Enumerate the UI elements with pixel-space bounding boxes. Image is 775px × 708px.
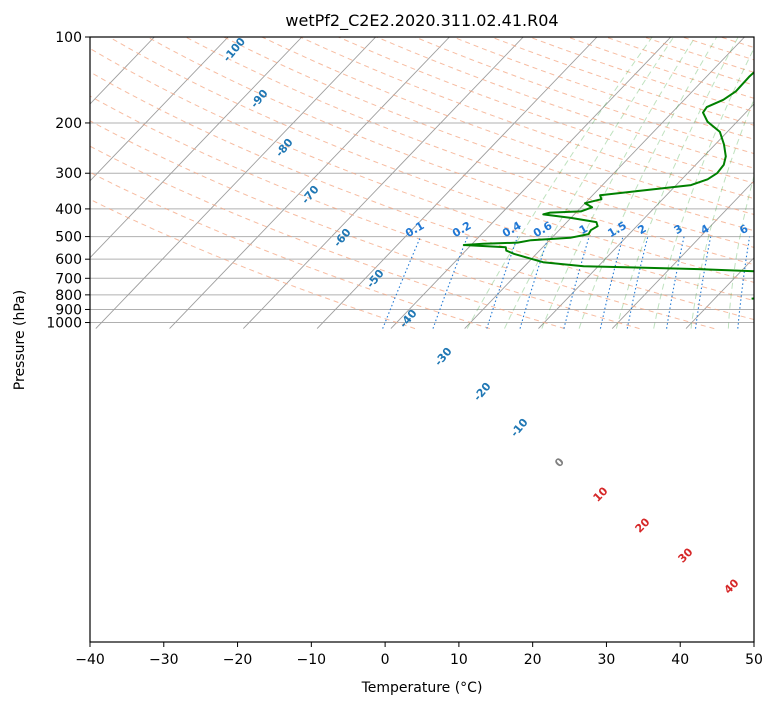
- isotherm-line: [685, 257, 754, 329]
- dry-adiabat-line: [90, 95, 715, 330]
- isotherm-line: [90, 37, 303, 259]
- moist-adiabat-label: 40: [722, 576, 742, 596]
- x-tick-label: 30: [598, 652, 616, 668]
- mixing-ratio-line: [519, 236, 550, 329]
- dry-adiabat-line: [261, 37, 754, 216]
- mixing-ratio-line: [599, 236, 624, 329]
- isotherm-line: [243, 37, 524, 329]
- dry-adiabat-label: -80: [273, 136, 296, 160]
- sounding-traces: [462, 70, 754, 300]
- x-tick-label: −10: [297, 652, 327, 668]
- dry-adiabat-line: [90, 71, 754, 321]
- isotherm-line: [390, 37, 672, 329]
- moist-adiabat-label: 30: [676, 545, 696, 565]
- dry-adiabat-line: [147, 37, 754, 266]
- y-tick-label: 500: [55, 230, 82, 246]
- dry-adiabat-line: [90, 47, 754, 302]
- dry-adiabat-label: -10: [508, 416, 531, 440]
- x-tick-label: 50: [745, 652, 763, 668]
- y-tick-label: 200: [55, 116, 82, 132]
- isotherm-line: [169, 37, 450, 329]
- moist-adiabat-line: [466, 37, 653, 329]
- y-tick-label: 700: [55, 271, 82, 287]
- y-tick-label: 300: [55, 166, 82, 182]
- moist-adiabat-line: [615, 37, 739, 329]
- dry-adiabat-label: -20: [471, 380, 494, 404]
- mixing-ratio-line: [626, 236, 649, 329]
- moist-adiabat-line: [766, 37, 775, 329]
- reference-lines: [90, 37, 775, 330]
- y-axis-label: Pressure (hPa): [12, 290, 28, 390]
- x-axis-label: Temperature (°C): [361, 680, 483, 696]
- y-tick-label: 900: [55, 302, 82, 318]
- chart-title: wetPf2_C2E2.2020.311.02.41.R04: [285, 11, 558, 31]
- isotherm-line: [90, 37, 155, 105]
- y-tick-label: 600: [55, 252, 82, 268]
- dry-adiabat-line: [90, 198, 416, 330]
- x-tick-label: −40: [75, 652, 105, 668]
- dry-adiabat-line: [108, 37, 754, 283]
- x-tick-label: 10: [450, 652, 468, 668]
- isotherm-line: [95, 37, 377, 329]
- dry-adiabat-line: [90, 145, 565, 330]
- mixing-ratio-label: 2: [635, 222, 648, 237]
- dry-adiabat-line: [414, 37, 754, 155]
- dry-adiabat-label: -90: [248, 87, 271, 111]
- dry-adiabat-line: [376, 37, 754, 169]
- moist-adiabat-line: [541, 37, 696, 329]
- dry-adiabat-label: -30: [432, 345, 455, 369]
- mixing-ratio-line: [694, 236, 712, 329]
- moist-adiabat-label: 0: [552, 455, 567, 470]
- mixing-ratio-line: [432, 236, 469, 329]
- reference-line-labels: 0.1 0.2 0.4 0.6 1 1.5 2 3 4 6-100-90-80-70-60-50-…: [220, 35, 750, 597]
- x-tick-label: 40: [671, 652, 689, 668]
- mixing-ratio-line: [769, 237, 775, 329]
- x-tick-label: −30: [149, 652, 179, 668]
- dry-adiabat-line: [605, 37, 754, 86]
- isotherm-line: [760, 37, 775, 329]
- plot-frame: [89, 36, 755, 643]
- dry-adiabat-line: [720, 37, 754, 49]
- moist-adiabat-line: [653, 47, 754, 329]
- mixing-ratio-line: [486, 236, 519, 329]
- moist-adiabat-line: [690, 98, 754, 329]
- dry-adiabat-line: [567, 37, 754, 99]
- dry-adiabat-line: [90, 171, 490, 330]
- isotherm-line: [316, 37, 598, 329]
- mixing-ratio-label: 3: [672, 222, 685, 237]
- dry-adiabat-line: [338, 37, 754, 184]
- dry-adiabat-label: -100: [220, 35, 248, 65]
- moist-adiabat-label: 10: [591, 484, 611, 504]
- dry-adiabat-line: [185, 37, 754, 248]
- isotherm-line: [538, 103, 754, 329]
- x-axis-ticks: −40 −30 −20 −10 0 10 20 30 40 50: [75, 642, 763, 668]
- moist-adiabat-line: [727, 174, 754, 329]
- dry-adiabat-label: -60: [331, 226, 354, 250]
- y-tick-label: 1000: [46, 316, 82, 332]
- y-tick-label: 800: [55, 288, 82, 304]
- dry-adiabat-line: [223, 37, 754, 232]
- y-tick-label: 100: [55, 30, 82, 46]
- dry-adiabat-line: [759, 37, 775, 329]
- mixing-ratio-line: [737, 236, 751, 329]
- mixing-ratio-line: [666, 236, 685, 329]
- dry-adiabat-line: [90, 120, 640, 330]
- isotherm-line: [90, 37, 229, 182]
- x-tick-label: 20: [524, 652, 542, 668]
- y-tick-label: 400: [55, 202, 82, 218]
- dry-adiabat-label: -70: [299, 183, 322, 207]
- isotherm-line: [464, 37, 745, 329]
- moist-adiabat-line: [578, 37, 718, 329]
- mixing-ratio-line: [382, 236, 422, 329]
- x-tick-label: 0: [381, 652, 390, 668]
- dewpoint-trace: [462, 70, 754, 300]
- x-tick-label: −20: [223, 652, 253, 668]
- moist-adiabat-line: [504, 37, 675, 329]
- dry-adiabat-label: -40: [397, 307, 420, 331]
- moist-adiabat-label: 20: [633, 515, 653, 535]
